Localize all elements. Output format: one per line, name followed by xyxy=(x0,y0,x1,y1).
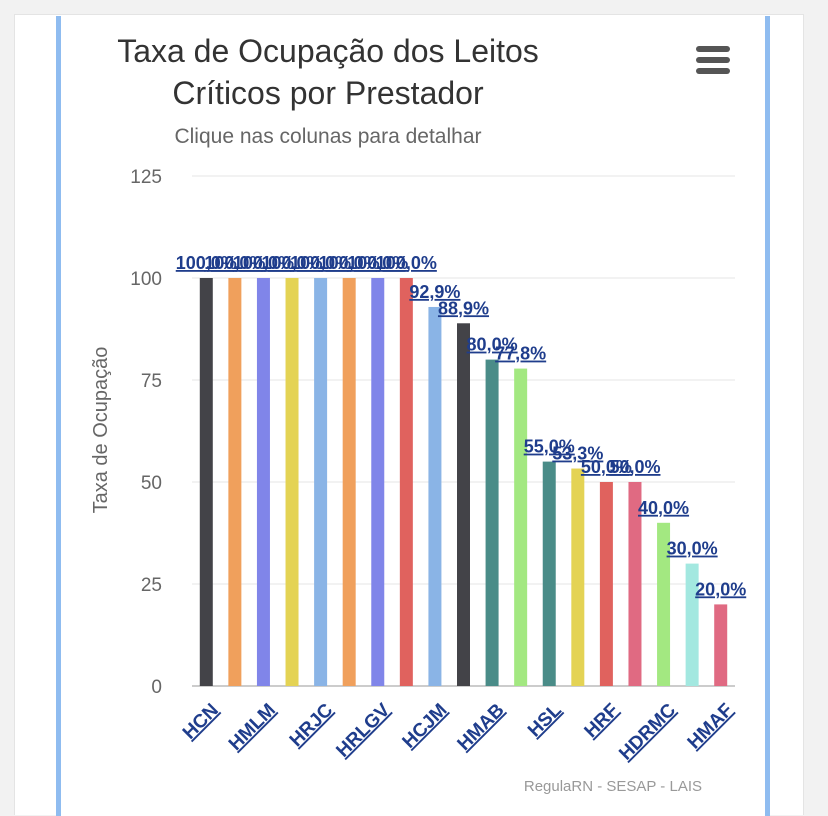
bar[interactable] xyxy=(285,278,299,686)
data-label[interactable]: 77,8% xyxy=(495,344,546,364)
data-label[interactable]: 20,0% xyxy=(695,579,746,599)
chart-menu-button[interactable] xyxy=(690,40,736,80)
bar[interactable] xyxy=(256,278,270,686)
y-tick-label: 125 xyxy=(130,167,162,188)
data-label[interactable]: 100,0% xyxy=(176,253,237,273)
y-tick-label: 25 xyxy=(141,575,162,596)
hamburger-menu-icon xyxy=(696,57,730,63)
y-tick-label: 50 xyxy=(141,473,162,494)
bar[interactable] xyxy=(599,482,613,686)
bar[interactable] xyxy=(399,278,413,686)
bar[interactable] xyxy=(542,461,556,686)
data-label[interactable]: 55,0% xyxy=(524,437,575,457)
x-tick-label[interactable]: HMLM xyxy=(225,700,280,755)
bar[interactable] xyxy=(342,278,356,686)
data-label[interactable]: 100,0% xyxy=(290,253,351,273)
bar[interactable] xyxy=(685,563,699,686)
data-label[interactable]: 100,0% xyxy=(319,253,380,273)
y-tick-label: 75 xyxy=(141,371,162,392)
data-label[interactable]: 100,0% xyxy=(261,253,322,273)
bar[interactable] xyxy=(485,359,499,686)
bar[interactable] xyxy=(514,368,528,686)
y-tick-label: 100 xyxy=(130,269,162,290)
x-tick-label[interactable]: HRJC xyxy=(286,700,338,752)
hamburger-menu-icon xyxy=(696,68,730,74)
hamburger-menu-icon xyxy=(696,46,730,52)
x-tick-label[interactable]: HDRMC xyxy=(615,700,680,765)
bar[interactable] xyxy=(371,278,385,686)
chart-panel xyxy=(56,16,770,816)
data-label[interactable]: 80,0% xyxy=(467,335,518,355)
y-tick-label: 0 xyxy=(151,677,162,698)
x-tick-label[interactable]: HCJM xyxy=(399,700,452,753)
y-axis-title: Taxa de Ocupação xyxy=(90,347,112,514)
credits-link[interactable]: RegulaRN - SESAP - LAIS xyxy=(523,778,702,795)
bar[interactable] xyxy=(428,306,442,686)
data-label[interactable]: 30,0% xyxy=(667,539,718,559)
bar[interactable] xyxy=(314,278,328,686)
bar[interactable] xyxy=(228,278,242,686)
x-tick-label[interactable]: HCN xyxy=(179,700,223,744)
data-label[interactable]: 53,3% xyxy=(552,444,603,464)
data-label[interactable]: 50,0% xyxy=(581,457,632,477)
data-label[interactable]: 100,0% xyxy=(376,253,437,273)
chart-title: Taxa de Ocupação dos Leitos Críticos por… xyxy=(117,33,539,111)
bar[interactable] xyxy=(628,482,642,686)
bar[interactable] xyxy=(199,278,213,686)
x-tick-label[interactable]: HRLGV xyxy=(332,700,394,762)
x-tick-label[interactable]: HRF xyxy=(581,700,623,742)
data-label[interactable]: 100,0% xyxy=(347,253,408,273)
x-tick-label[interactable]: HMAF xyxy=(684,700,738,754)
bar[interactable] xyxy=(657,522,671,686)
data-label[interactable]: 50,0% xyxy=(609,457,660,477)
bar[interactable] xyxy=(457,323,470,686)
x-tick-label[interactable]: HSL xyxy=(524,699,566,741)
bar[interactable] xyxy=(714,604,728,686)
data-label[interactable]: 100,0% xyxy=(233,253,294,273)
x-tick-label[interactable]: HMAB xyxy=(454,700,509,755)
chart-subtitle: Clique nas colunas para detalhar xyxy=(174,125,482,148)
data-label[interactable]: 40,0% xyxy=(638,498,689,518)
data-label[interactable]: 88,9% xyxy=(438,298,489,318)
data-label[interactable]: 92,9% xyxy=(409,282,460,302)
data-label[interactable]: 100,0% xyxy=(204,253,265,273)
bar[interactable] xyxy=(571,468,585,686)
